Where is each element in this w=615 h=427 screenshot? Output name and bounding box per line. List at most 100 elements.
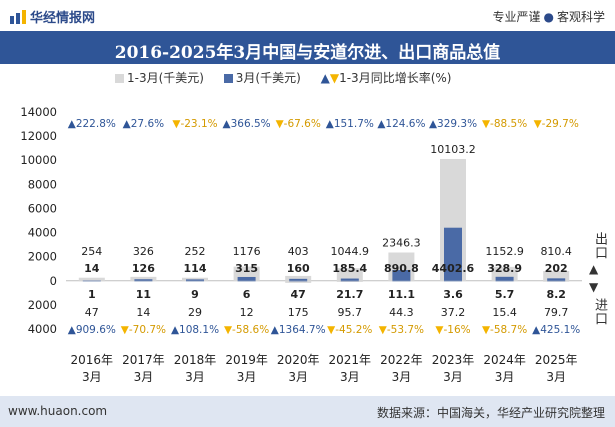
bar-import-month bbox=[237, 280, 256, 282]
data-label-import-month: 11.1 bbox=[388, 288, 415, 301]
brand: 华经情报网 bbox=[10, 7, 95, 26]
data-label-import-ytd: 79.7 bbox=[544, 306, 569, 319]
data-label-import-ytd: 47 bbox=[85, 306, 99, 319]
data-label-export-ytd: 254 bbox=[81, 245, 102, 258]
x-tick-label-month: 3月 bbox=[495, 370, 515, 384]
bar-export-ytd bbox=[182, 277, 208, 281]
bar-import-month bbox=[495, 280, 514, 282]
legend-up-triangle-icon: ▲ bbox=[320, 71, 330, 85]
bar-export-month bbox=[392, 270, 411, 281]
data-label-export-month: 185.4 bbox=[332, 262, 367, 275]
growth-label-export: ▼-88.5% bbox=[482, 118, 527, 130]
bar-export-month bbox=[186, 279, 204, 281]
bar-export-ytd bbox=[233, 266, 260, 281]
bar-export-month bbox=[444, 227, 462, 281]
bar-export-ytd bbox=[388, 252, 415, 281]
chart-title: 2016-2025年3月中国与安道尔进、出口商品总值 bbox=[114, 43, 501, 63]
x-tick-label-month: 3月 bbox=[288, 370, 308, 384]
x-tick-label-year: 2019年 bbox=[225, 353, 268, 367]
title-bar bbox=[0, 31, 615, 64]
y-tick-label: 0 bbox=[50, 274, 57, 288]
data-label-export-month: 202 bbox=[545, 262, 568, 275]
data-label-import-ytd: 95.7 bbox=[338, 306, 363, 319]
bar-export-month bbox=[547, 278, 566, 281]
growth-label-import: ▼-70.7% bbox=[121, 324, 166, 336]
y-tick-label: 6000 bbox=[28, 201, 57, 215]
growth-label-export: ▲329.3% bbox=[429, 118, 477, 130]
bar-import-ytd bbox=[78, 280, 105, 282]
data-label-export-month: 160 bbox=[287, 262, 310, 275]
x-tick-label-year: 2025年 bbox=[535, 353, 578, 367]
bar-export-month bbox=[237, 276, 256, 281]
export-arrow-up-icon: ▲ bbox=[589, 262, 599, 276]
footer-bar bbox=[0, 396, 615, 427]
bar-import-month bbox=[340, 280, 359, 282]
bar-export-ytd bbox=[285, 275, 312, 281]
growth-label-import: ▼-16% bbox=[435, 324, 470, 336]
brand-logo-icon bbox=[10, 10, 26, 24]
data-label-import-ytd: 12 bbox=[240, 306, 254, 319]
x-tick-label-year: 2018年 bbox=[174, 353, 217, 367]
bar-export-month bbox=[134, 279, 153, 281]
data-label-import-month: 1 bbox=[88, 288, 96, 301]
bar-import-ytd bbox=[491, 280, 518, 282]
legend-swatch-month-icon bbox=[223, 74, 233, 83]
y-tick-label: 4000 bbox=[28, 226, 57, 240]
data-label-import-month: 3.6 bbox=[443, 288, 463, 301]
growth-label-import: ▼-58.6% bbox=[224, 324, 269, 336]
x-tick-label-year: 2017年 bbox=[122, 353, 165, 367]
x-tick-label-month: 3月 bbox=[443, 370, 463, 384]
bar-import-ytd bbox=[388, 280, 415, 282]
growth-label-import: ▼-53.7% bbox=[379, 324, 424, 336]
data-label-export-ytd: 252 bbox=[185, 245, 206, 258]
growth-label-export: ▲151.7% bbox=[326, 118, 374, 130]
top-bar: 华经情报网 专业严谨 ● 客观科学 bbox=[0, 0, 615, 30]
data-label-export-month: 890.8 bbox=[384, 262, 419, 275]
growth-label-export: ▼-29.7% bbox=[534, 118, 579, 130]
data-label-export-ytd: 1044.9 bbox=[331, 245, 370, 258]
data-label-export-month: 4402.6 bbox=[432, 262, 475, 275]
data-label-export-ytd: 2346.3 bbox=[382, 236, 421, 249]
bar-import-ytd bbox=[336, 280, 363, 282]
data-label-export-month: 328.9 bbox=[487, 262, 522, 275]
growth-label-import: ▲1364.7% bbox=[271, 324, 326, 336]
y-tick-label: 14000 bbox=[20, 105, 57, 119]
y-tick-label: 2000 bbox=[28, 298, 57, 312]
x-tick-label-year: 2022年 bbox=[380, 353, 423, 367]
bar-export-month bbox=[289, 278, 308, 281]
x-tick-label-month: 3月 bbox=[546, 370, 566, 384]
legend-item-month: 3月(千美元) bbox=[223, 69, 301, 86]
x-tick-label-month: 3月 bbox=[237, 370, 257, 384]
y-tick-label: 12000 bbox=[20, 129, 57, 143]
growth-label-import: ▲425.1% bbox=[532, 324, 580, 336]
legend: 1-3月(千美元) 3月(千美元) ▲▼1-3月同比增长率(%) bbox=[115, 69, 467, 86]
data-label-export-ytd: 810.4 bbox=[540, 245, 572, 258]
brand-name: 华经情报网 bbox=[30, 11, 96, 26]
footer-source: 数据来源：中国海关，华经产业研究院整理 bbox=[376, 406, 605, 420]
data-label-import-ytd: 44.3 bbox=[389, 306, 414, 319]
data-label-import-ytd: 175 bbox=[288, 306, 309, 319]
bar-export-month bbox=[340, 278, 359, 281]
data-label-export-month: 114 bbox=[184, 262, 207, 275]
data-label-import-month: 5.7 bbox=[495, 288, 515, 301]
y-tick-label: 2000 bbox=[28, 250, 57, 264]
x-tick-label-year: 2023年 bbox=[432, 353, 475, 367]
bar-import-month bbox=[289, 280, 308, 282]
bar-import-month bbox=[134, 280, 153, 282]
footer-url[interactable]: www.huaon.com bbox=[8, 404, 108, 418]
data-label-import-month: 21.7 bbox=[336, 288, 363, 301]
legend-swatch-ytd-icon bbox=[115, 74, 124, 83]
data-label-import-month: 8.2 bbox=[546, 288, 566, 301]
data-label-import-ytd: 37.2 bbox=[441, 306, 466, 319]
bar-import-ytd bbox=[285, 280, 312, 283]
tagline-left: 专业严谨 bbox=[492, 10, 541, 24]
data-label-import-ytd: 29 bbox=[188, 306, 202, 319]
side-label-export: 出口 bbox=[592, 232, 607, 260]
import-arrow-down-icon: ▼ bbox=[589, 280, 599, 294]
data-label-export-month: 126 bbox=[132, 262, 155, 275]
bar-export-ytd bbox=[78, 277, 105, 281]
y-tick-label: 8000 bbox=[28, 177, 57, 191]
bar-export-month bbox=[495, 276, 514, 281]
bar-export-ytd bbox=[130, 276, 157, 281]
